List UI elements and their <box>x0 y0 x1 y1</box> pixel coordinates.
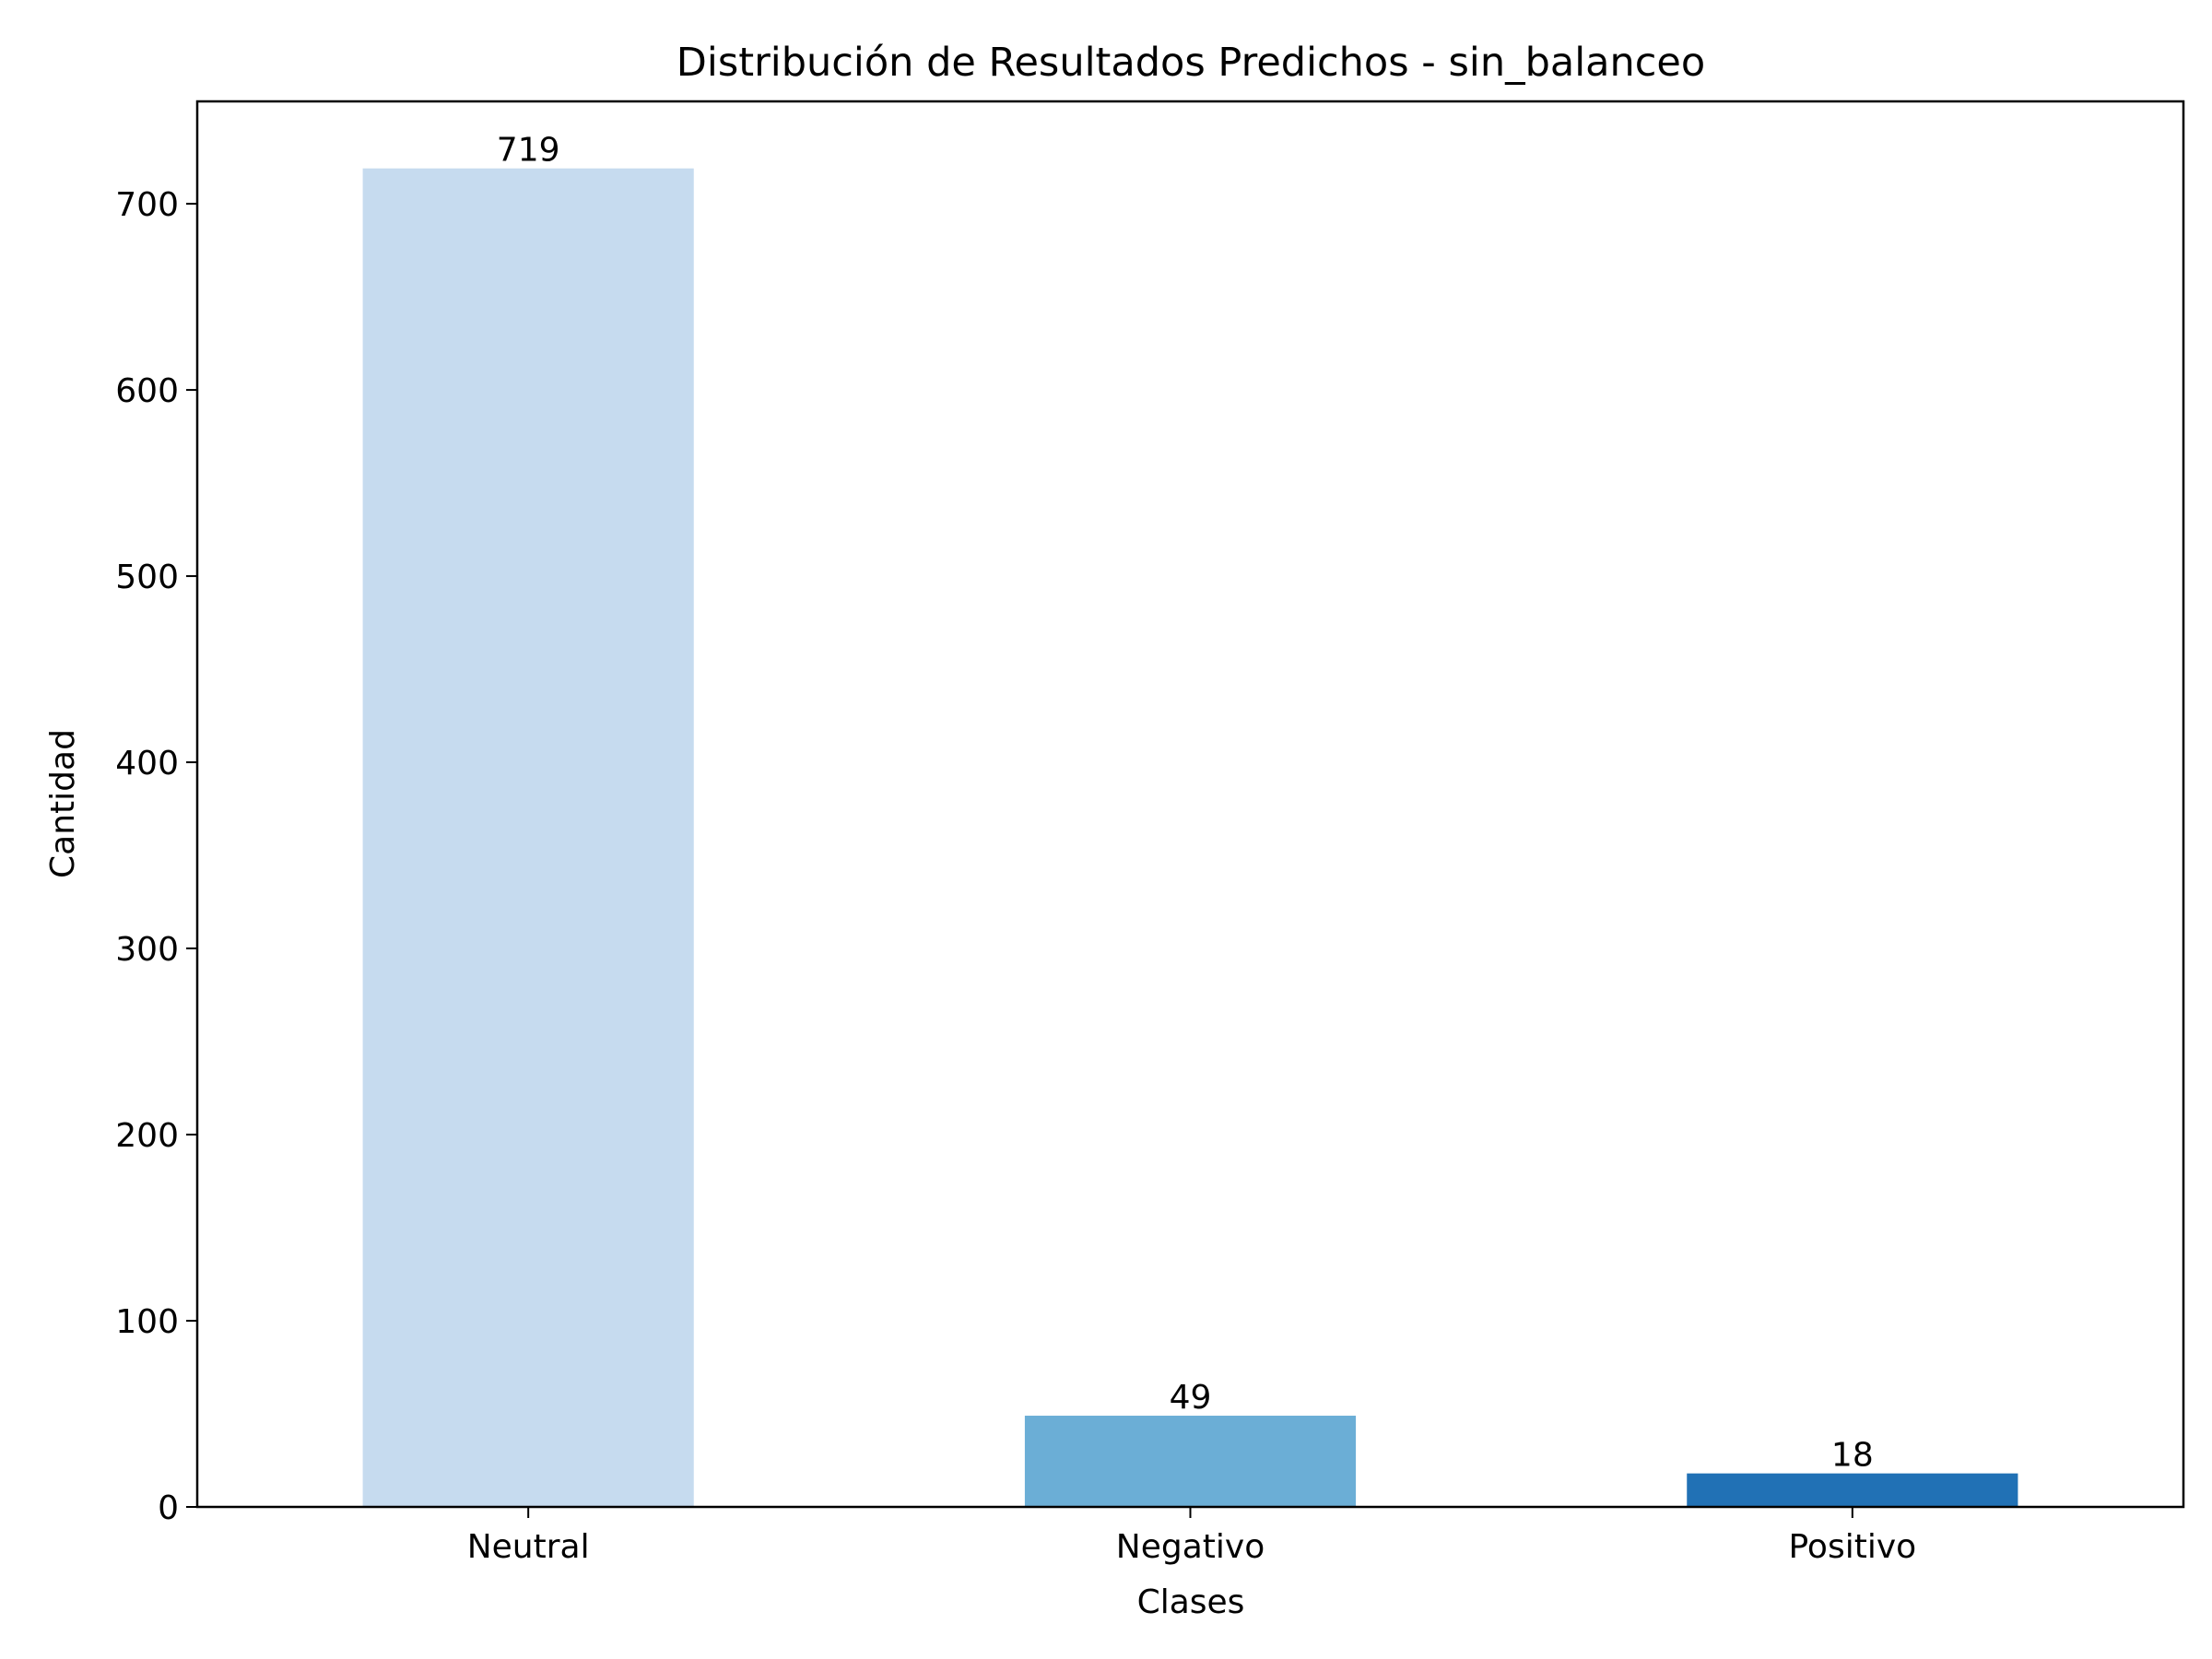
y-tick-label: 200 <box>115 1117 179 1155</box>
bar-labels-group: 719 49 18 <box>497 132 1874 1475</box>
y-tick-label: 100 <box>115 1303 179 1341</box>
bar-negativo <box>1024 1416 1357 1507</box>
x-axis-label: Clases <box>1137 1583 1245 1621</box>
bar-positivo <box>1687 1473 2018 1507</box>
y-tick-label: 300 <box>115 931 179 969</box>
y-tick-label: 600 <box>115 372 179 410</box>
chart-title: Distribución de Resultados Predichos - s… <box>677 40 1705 86</box>
x-tick-label: Neutral <box>467 1528 590 1566</box>
x-tick-label: Negativo <box>1116 1528 1265 1566</box>
bar-value-label: 18 <box>1831 1437 1874 1475</box>
bar-neutral <box>362 168 694 1508</box>
bar-value-label: 49 <box>1170 1379 1212 1417</box>
y-tick-label: 0 <box>158 1489 179 1527</box>
x-axis-ticks: Neutral Negativo Positivo <box>467 1507 1916 1566</box>
bar-value-label: 719 <box>497 132 560 170</box>
y-tick-label: 700 <box>115 186 179 224</box>
y-tick-label: 500 <box>115 559 179 596</box>
bars-group <box>362 168 2018 1508</box>
y-axis-label: Cantidad <box>44 729 82 878</box>
y-axis-ticks: 0 100 200 300 400 500 600 700 <box>115 186 197 1527</box>
x-tick-label: Positivo <box>1789 1528 1917 1566</box>
y-tick-label: 400 <box>115 745 179 782</box>
